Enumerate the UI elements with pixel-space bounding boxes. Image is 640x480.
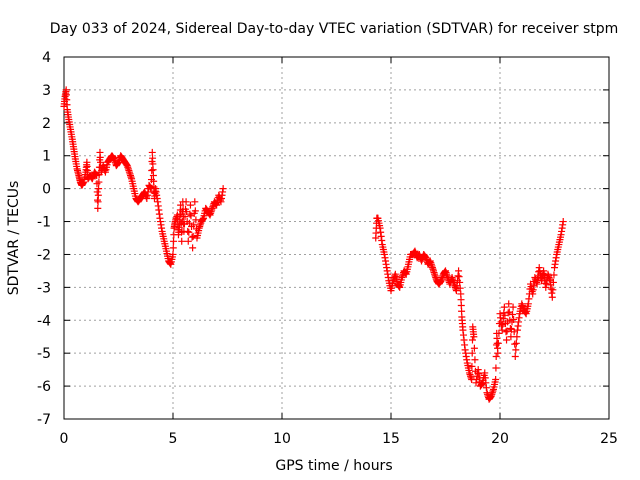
x-axis-label: GPS time / hours (275, 458, 392, 474)
y-tick-label: 2 (42, 116, 51, 132)
data-point-marker (549, 286, 557, 294)
y-tick-label: -2 (37, 247, 51, 263)
y-tick-label: 0 (42, 182, 51, 198)
data-point-marker (186, 210, 194, 218)
data-point-marker (94, 198, 102, 206)
data-point-marker (190, 221, 198, 229)
data-point-marker (509, 303, 517, 311)
data-point-marker (510, 328, 518, 336)
data-point-marker (148, 167, 156, 175)
data-point-marker (513, 333, 521, 341)
data-point-marker (185, 228, 193, 236)
data-point-marker (492, 376, 500, 384)
x-axis: 0 5 10 15 20 25 (60, 57, 618, 447)
data-point-marker (505, 300, 513, 308)
data-point-marker (503, 336, 511, 344)
y-tick-label: -5 (37, 346, 51, 362)
y-axis-label: SDTVAR / TECUs (6, 181, 22, 296)
data-point-marker (94, 191, 102, 199)
data-point-marker (191, 198, 199, 206)
data-point-marker (182, 198, 190, 206)
x-tick-label: 15 (382, 431, 400, 447)
chart-title: Day 033 of 2024, Sidereal Day-to-day VTE… (50, 21, 619, 37)
data-point-marker (169, 244, 177, 252)
plot-frame (63, 56, 610, 420)
data-point-marker (509, 311, 517, 319)
y-tick-label: -1 (37, 215, 51, 231)
data-point-marker (495, 329, 503, 337)
data-point-marker (186, 201, 194, 209)
data-point-marker (511, 340, 519, 348)
data-point-marker (507, 333, 515, 341)
y-tick-label: -7 (37, 412, 51, 428)
data-point-marker (506, 325, 514, 332)
grid-lines (64, 57, 609, 419)
data-point-marker (492, 352, 500, 360)
y-axis: -7 -6 -5 -4 -3 -2 -1 0 1 2 3 4 (37, 50, 609, 428)
data-point-marker (189, 244, 197, 252)
data-point-marker (169, 250, 177, 258)
y-tick-label: 4 (42, 50, 51, 66)
data-point-marker (189, 232, 197, 240)
y-tick-label: -4 (37, 313, 51, 329)
data-point-marker (550, 271, 558, 279)
data-point-marker (170, 237, 178, 245)
data-point-marker (191, 207, 199, 215)
data-point-marker (184, 237, 192, 245)
data-point-marker (512, 346, 520, 354)
data-point-marker (502, 328, 510, 336)
data-point-marker (548, 293, 556, 301)
data-point-marker (468, 349, 476, 357)
data-point-marker (510, 315, 518, 323)
data-point-marker (559, 218, 567, 226)
data-point-marker (95, 185, 103, 193)
data-point-marker (492, 364, 500, 372)
y-tick-label: -6 (37, 379, 51, 395)
data-point-marker (494, 339, 502, 347)
data-points (60, 86, 567, 403)
data-point-marker (188, 233, 196, 241)
data-point-marker (181, 213, 189, 221)
data-point-marker (470, 333, 478, 341)
x-tick-label: 20 (491, 431, 509, 447)
data-point-marker (95, 178, 103, 186)
data-point-marker (549, 278, 557, 286)
data-point-marker (178, 237, 186, 245)
data-point-marker (504, 309, 512, 317)
data-point-marker (468, 336, 476, 344)
x-tick-label: 0 (60, 431, 69, 447)
y-tick-label: 3 (42, 83, 51, 99)
data-point-marker (470, 344, 478, 352)
data-point-marker (500, 303, 508, 311)
data-point-marker (512, 339, 520, 347)
x-tick-label: 10 (273, 431, 291, 447)
y-tick-label: 1 (42, 149, 51, 165)
data-point-marker (511, 352, 519, 360)
data-point-marker (192, 216, 200, 224)
y-tick-label: -3 (37, 280, 51, 296)
data-point-marker (471, 356, 479, 364)
data-point-marker (184, 227, 192, 235)
data-point-marker (93, 188, 101, 196)
data-point-marker (94, 204, 102, 212)
x-tick-label: 5 (169, 431, 178, 447)
data-point-marker (494, 349, 502, 357)
data-point-marker (219, 185, 227, 193)
x-tick-label: 25 (600, 431, 618, 447)
data-point-marker (468, 362, 476, 370)
